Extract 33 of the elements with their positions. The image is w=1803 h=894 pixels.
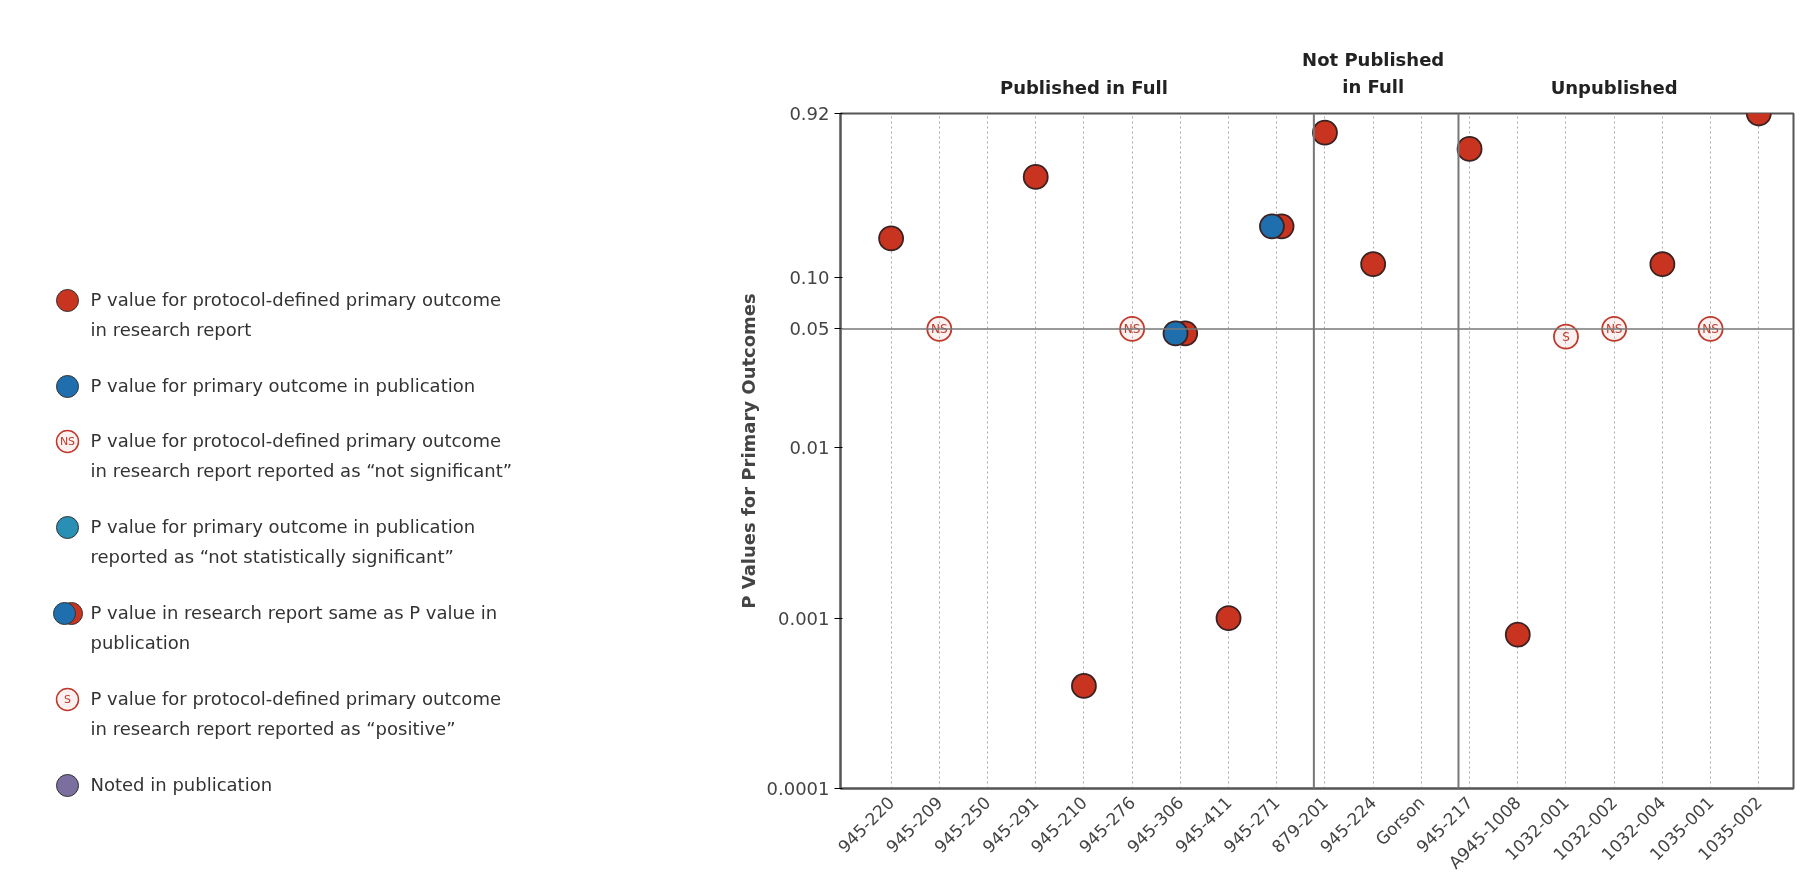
point: [1071, 673, 1097, 699]
legend-label: Noted in publication: [90, 773, 273, 795]
y-tick-label: 0.92: [789, 103, 830, 124]
point: [1022, 164, 1049, 190]
point: [878, 225, 905, 252]
data-label: NS: [1605, 321, 1623, 336]
text: Unpublished: [1550, 76, 1678, 98]
legend-label: P value for protocol-defined primary outcome in research report reported as “positive”: [90, 687, 501, 739]
point: [1215, 605, 1242, 632]
y-tick-label: 0.0001: [766, 778, 830, 799]
y-tick-label: 0.01: [789, 437, 830, 459]
point: [1312, 119, 1338, 146]
text: Not Published in Full: [1302, 49, 1445, 98]
y-tick-label: 0.05: [789, 318, 830, 340]
y-tick-label: 0.10: [789, 267, 830, 289]
y-axis-title: P Values for Primary Outcomes: [737, 293, 759, 609]
point: [1360, 251, 1387, 278]
point: [1649, 251, 1676, 278]
text: NS: [59, 435, 76, 448]
legend-label: P value in research report same as P value in publication: [90, 601, 498, 653]
point: [1456, 136, 1483, 162]
text: Published in Full: [999, 76, 1168, 98]
data-label: NS: [1702, 321, 1719, 336]
data-label: NS: [931, 321, 948, 336]
y-tick-label: 0.001: [777, 607, 830, 629]
legend-label: P value for protocol-defined primary outcome in research report: [90, 288, 501, 340]
data-label: S: [1562, 329, 1570, 344]
point: [1504, 621, 1531, 648]
text: S: [64, 693, 71, 706]
legend-label: P value for primary outcome in publication reported as “not statistically significant”: [90, 515, 476, 567]
data-label: NS: [1123, 321, 1141, 336]
legend-label: P value for protocol-defined primary outcome in research report reported as “not significant”: [90, 429, 513, 481]
legend-label: P value for primary outcome in publication: [90, 374, 476, 396]
